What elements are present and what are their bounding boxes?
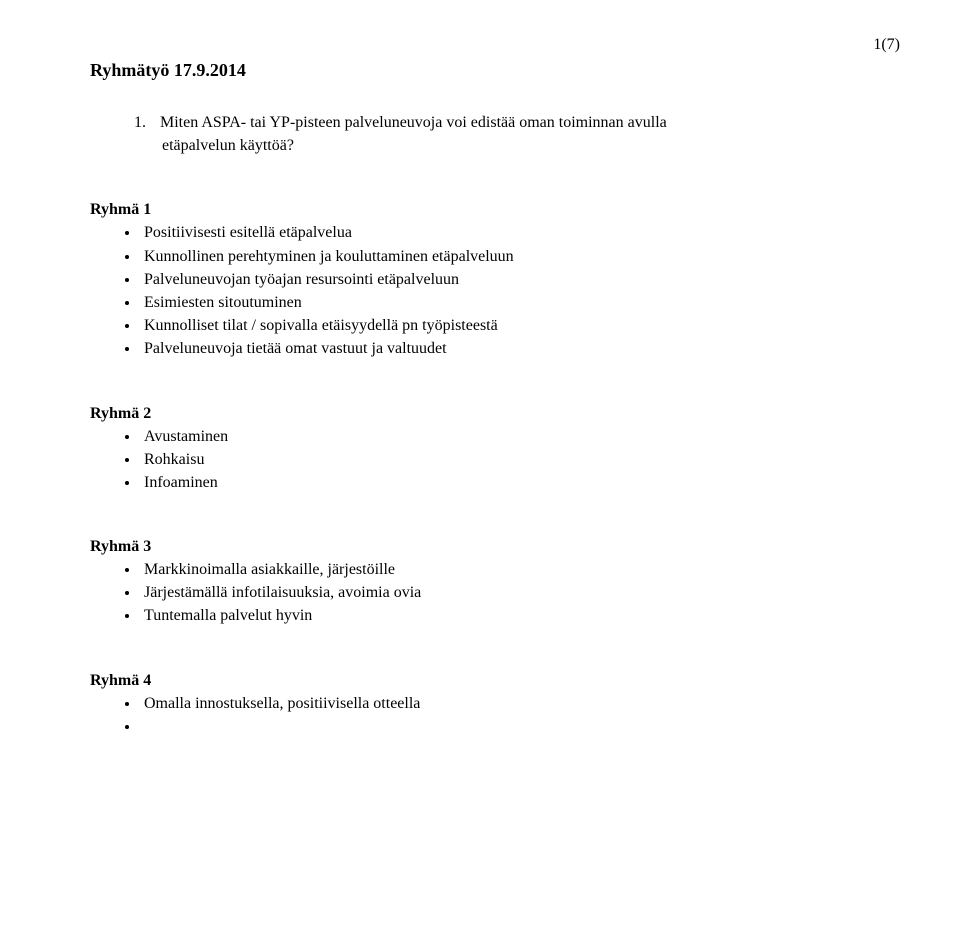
question-number: 1. xyxy=(134,111,146,134)
bullet-list: Omalla innostuksella, positiivisella ott… xyxy=(140,692,870,738)
list-item: Kunnolliset tilat / sopivalla etäisyydel… xyxy=(140,314,870,337)
page-container: 1(7) Ryhmätyö 17.9.2014 1. Miten ASPA- t… xyxy=(0,0,960,952)
list-item: Järjestämällä infotilaisuuksia, avoimia … xyxy=(140,581,870,604)
group-4: Ryhmä 4 Omalla innostuksella, positiivis… xyxy=(90,672,870,738)
list-item: Infoaminen xyxy=(140,471,870,494)
question-text-line1: Miten ASPA- tai YP-pisteen palveluneuvoj… xyxy=(160,111,667,134)
list-item xyxy=(140,715,870,738)
group-heading: Ryhmä 4 xyxy=(90,672,870,690)
group-heading: Ryhmä 3 xyxy=(90,538,870,556)
question-line: 1. Miten ASPA- tai YP-pisteen palveluneu… xyxy=(134,111,870,134)
list-item: Kunnollinen perehtyminen ja kouluttamine… xyxy=(140,245,870,268)
bullet-list: Positiivisesti esitellä etäpalvelua Kunn… xyxy=(140,221,870,360)
page-title: Ryhmätyö 17.9.2014 xyxy=(90,60,870,81)
list-item: Markkinoimalla asiakkaille, järjestöille xyxy=(140,558,870,581)
list-item: Avustaminen xyxy=(140,425,870,448)
bullet-list: Avustaminen Rohkaisu Infoaminen xyxy=(140,425,870,495)
question-block: 1. Miten ASPA- tai YP-pisteen palveluneu… xyxy=(134,111,870,157)
group-1: Ryhmä 1 Positiivisesti esitellä etäpalve… xyxy=(90,201,870,360)
list-item: Palveluneuvoja tietää omat vastuut ja va… xyxy=(140,337,870,360)
question-line: etäpalvelun käyttöä? xyxy=(162,134,870,157)
list-item: Palveluneuvojan työajan resursointi etäp… xyxy=(140,268,870,291)
question-text-line2: etäpalvelun käyttöä? xyxy=(162,134,294,157)
list-item: Omalla innostuksella, positiivisella ott… xyxy=(140,692,870,715)
list-item: Tuntemalla palvelut hyvin xyxy=(140,604,870,627)
list-item: Rohkaisu xyxy=(140,448,870,471)
group-heading: Ryhmä 2 xyxy=(90,405,870,423)
list-item: Positiivisesti esitellä etäpalvelua xyxy=(140,221,870,244)
group-3: Ryhmä 3 Markkinoimalla asiakkaille, järj… xyxy=(90,538,870,628)
bullet-list: Markkinoimalla asiakkaille, järjestöille… xyxy=(140,558,870,628)
list-item: Esimiesten sitoutuminen xyxy=(140,291,870,314)
group-heading: Ryhmä 1 xyxy=(90,201,870,219)
page-number: 1(7) xyxy=(873,36,900,54)
group-2: Ryhmä 2 Avustaminen Rohkaisu Infoaminen xyxy=(90,405,870,495)
